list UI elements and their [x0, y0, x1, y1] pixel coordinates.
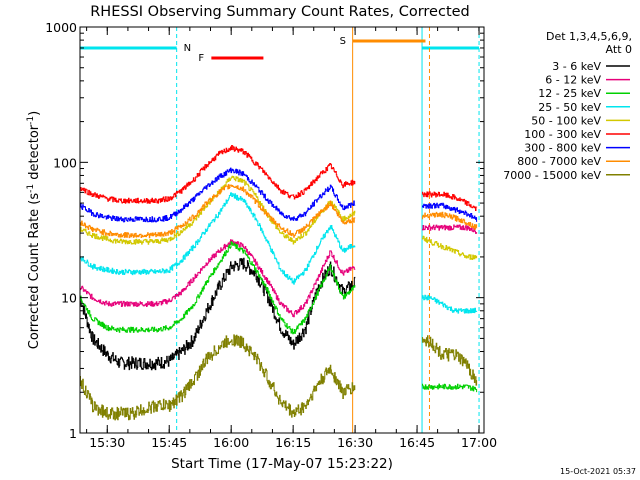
x-tick-label: 15:30: [89, 435, 125, 450]
legend-header-detectors: Det 1,3,4,5,6,9,: [546, 30, 632, 43]
legend-label: 800 - 7000 keV: [517, 155, 601, 168]
legend-label: 100 - 300 keV: [524, 128, 601, 141]
legend-label: 12 - 25 keV: [538, 87, 601, 100]
saa-label: S: [340, 36, 346, 47]
series-line: [80, 175, 356, 245]
series-line: [422, 211, 478, 230]
night-label: N: [184, 43, 191, 54]
series-line: [80, 184, 356, 239]
series-line: [422, 294, 478, 314]
series-group: [80, 145, 478, 421]
y-tick-label: 1: [69, 426, 77, 441]
y-axis-label-mid: detector: [27, 124, 42, 184]
flare-label: F: [198, 53, 204, 64]
legend-label: 6 - 12 keV: [545, 74, 601, 87]
y-axis: 1 10 100 1000: [45, 20, 484, 441]
x-tick-label: 16:15: [275, 435, 311, 450]
series-line: [422, 191, 478, 211]
y-axis-label-main: Corrected Count Rate (s: [27, 193, 42, 350]
x-tick-label: 16:45: [399, 435, 435, 450]
y-tick-label: 10: [61, 291, 77, 306]
x-tick-label: 16:00: [213, 435, 249, 450]
x-axis: 15:30 15:45 16:00 16:15 16:30 16:45 17:00: [86, 27, 497, 450]
series-line: [422, 202, 478, 222]
series-line: [80, 239, 356, 318]
y-axis-label-sup1: -1: [26, 184, 36, 193]
legend-label: 300 - 800 keV: [524, 142, 601, 155]
footer-timestamp: 15-Oct-2021 05:37: [560, 467, 636, 476]
x-axis-label: Start Time (17-May-07 15:23:22): [171, 456, 393, 472]
chart-title: RHESSI Observing Summary Count Rates, Co…: [90, 4, 470, 20]
x-tick-label: 15:45: [151, 435, 187, 450]
x-tick-label: 16:30: [337, 435, 373, 450]
plot-frame: [79, 26, 485, 434]
series-line: [422, 335, 478, 386]
series-line: [422, 383, 478, 393]
y-axis-label-sup2: -1: [26, 116, 36, 125]
y-axis-label: Corrected Count Rate (s-1 detector-1): [26, 111, 42, 349]
y-tick-label: 100: [53, 155, 77, 170]
legend-label: 25 - 50 keV: [538, 101, 601, 114]
series-line: [80, 192, 356, 285]
x-tick-label: 17:00: [461, 435, 497, 450]
legend-header-attenuator: Att 0: [606, 43, 632, 56]
series-line: [80, 167, 356, 223]
legend-label: 50 - 100 keV: [531, 114, 601, 127]
series-line: [80, 145, 356, 204]
y-axis-label-end: ): [27, 111, 42, 116]
y-tick-label: 1000: [45, 20, 77, 35]
series-line: [422, 224, 478, 234]
series-line: [80, 334, 356, 421]
legend-label: 7000 - 15000 keV: [503, 169, 601, 182]
legend-label: 3 - 6 keV: [552, 60, 601, 73]
series-line: [422, 235, 478, 260]
series-line: [80, 241, 356, 335]
period-annotations: NF S: [184, 36, 426, 64]
